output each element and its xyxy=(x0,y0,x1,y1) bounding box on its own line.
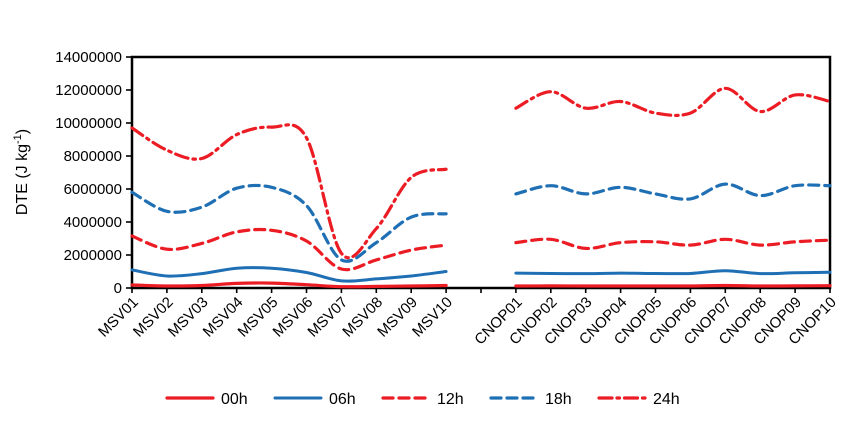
plot-area xyxy=(130,55,832,290)
series-line-00h xyxy=(514,283,832,288)
series-line-12h xyxy=(130,227,448,272)
series-lines xyxy=(130,86,832,289)
y-tick-label: 4000000 xyxy=(64,214,122,231)
series-line-18h xyxy=(130,183,448,263)
legend-label-18h: 18h xyxy=(545,391,572,408)
series-line-06h xyxy=(514,269,832,276)
series-line-18h xyxy=(514,182,832,201)
legend-label-12h: 12h xyxy=(437,391,464,408)
y-tick-label: 6000000 xyxy=(64,181,122,198)
y-tick-label: 10000000 xyxy=(55,115,122,132)
series-line-12h xyxy=(514,237,832,251)
legend-item-12h: 12h xyxy=(381,391,464,408)
x-axis: MSV01MSV02MSV03MSV04MSV05MSV06MSV07MSV08… xyxy=(95,288,840,348)
series-line-24h xyxy=(130,123,448,260)
legend-label-24h: 24h xyxy=(653,391,680,408)
series-line-24h xyxy=(514,86,832,118)
legend-item-24h: 24h xyxy=(597,391,680,408)
legend-label-06h: 06h xyxy=(329,391,356,408)
legend-item-00h: 00h xyxy=(165,391,248,408)
y-axis-title: DTE (J kg-1) xyxy=(12,129,31,215)
plot-border xyxy=(130,55,832,290)
legend-item-06h: 06h xyxy=(273,391,356,408)
y-tick-label: 14000000 xyxy=(55,49,122,66)
series-line-00h xyxy=(130,281,448,289)
y-axis: 0 2000000 4000000 6000000 8000000 10000000 120… xyxy=(55,49,132,297)
y-tick-label: 2000000 xyxy=(64,247,122,264)
y-tick-label: 12000000 xyxy=(55,82,122,99)
x-axis-label: MSV10 xyxy=(409,294,456,341)
series-line-06h xyxy=(130,266,448,283)
legend: 00h 06h 12h 18h 24h xyxy=(165,391,680,408)
y-tick-label: 0 xyxy=(114,280,122,297)
y-tick-label: 8000000 xyxy=(64,148,122,165)
legend-item-18h: 18h xyxy=(489,391,572,408)
legend-label-00h: 00h xyxy=(221,391,248,408)
